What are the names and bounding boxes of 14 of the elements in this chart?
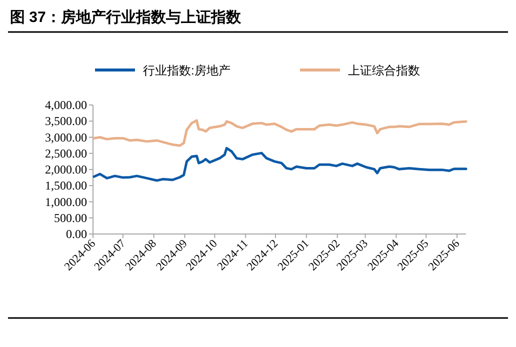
y-tick-label: 3,000.00 — [45, 130, 87, 144]
line-series — [92, 119, 468, 147]
y-tick-label: 1,000.00 — [45, 194, 87, 209]
y-tick-label: 500.00 — [54, 210, 87, 225]
legend-label: 行业指数:房地产 — [143, 64, 230, 78]
line-series — [92, 146, 468, 182]
y-tick-label: 2,000.00 — [45, 162, 87, 176]
chart-title: 图 37：房地产行业指数与上证指数 — [10, 8, 242, 26]
y-tick-label: 1,500.00 — [45, 178, 87, 193]
y-tick-label: 2,500.00 — [45, 146, 87, 160]
y-tick-label: 3,500.00 — [45, 114, 87, 128]
y-tick-label: 4,000.00 — [45, 98, 87, 112]
y-tick-label: 0.00 — [66, 227, 87, 241]
legend-label: 上证综合指数 — [348, 64, 420, 78]
